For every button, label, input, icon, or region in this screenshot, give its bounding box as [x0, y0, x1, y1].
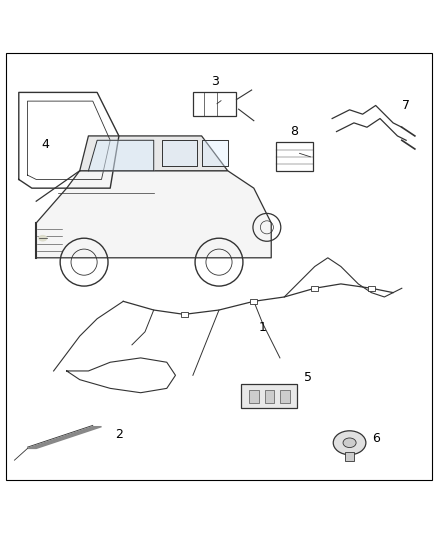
Bar — [250, 390, 259, 403]
Polygon shape — [80, 136, 228, 171]
Bar — [251, 298, 257, 304]
Polygon shape — [201, 140, 228, 166]
Polygon shape — [88, 140, 154, 171]
Text: 1: 1 — [258, 321, 266, 334]
Text: 7: 7 — [402, 99, 410, 112]
Bar — [276, 142, 313, 171]
Bar — [265, 390, 274, 403]
Bar — [368, 286, 375, 291]
Bar — [311, 286, 318, 291]
Polygon shape — [162, 140, 197, 166]
Ellipse shape — [343, 438, 356, 448]
Text: 5: 5 — [304, 371, 312, 384]
Text: 4: 4 — [41, 138, 49, 151]
Polygon shape — [28, 426, 102, 448]
Bar — [181, 312, 187, 317]
Text: 8: 8 — [290, 125, 298, 138]
Text: 3: 3 — [211, 75, 219, 88]
Text: 2: 2 — [115, 427, 123, 441]
Bar — [193, 92, 237, 116]
Ellipse shape — [333, 431, 366, 455]
Bar — [345, 453, 354, 461]
Bar — [241, 384, 297, 408]
Text: 6: 6 — [372, 432, 380, 445]
Ellipse shape — [39, 236, 47, 241]
Polygon shape — [36, 171, 271, 258]
Bar — [280, 390, 290, 403]
